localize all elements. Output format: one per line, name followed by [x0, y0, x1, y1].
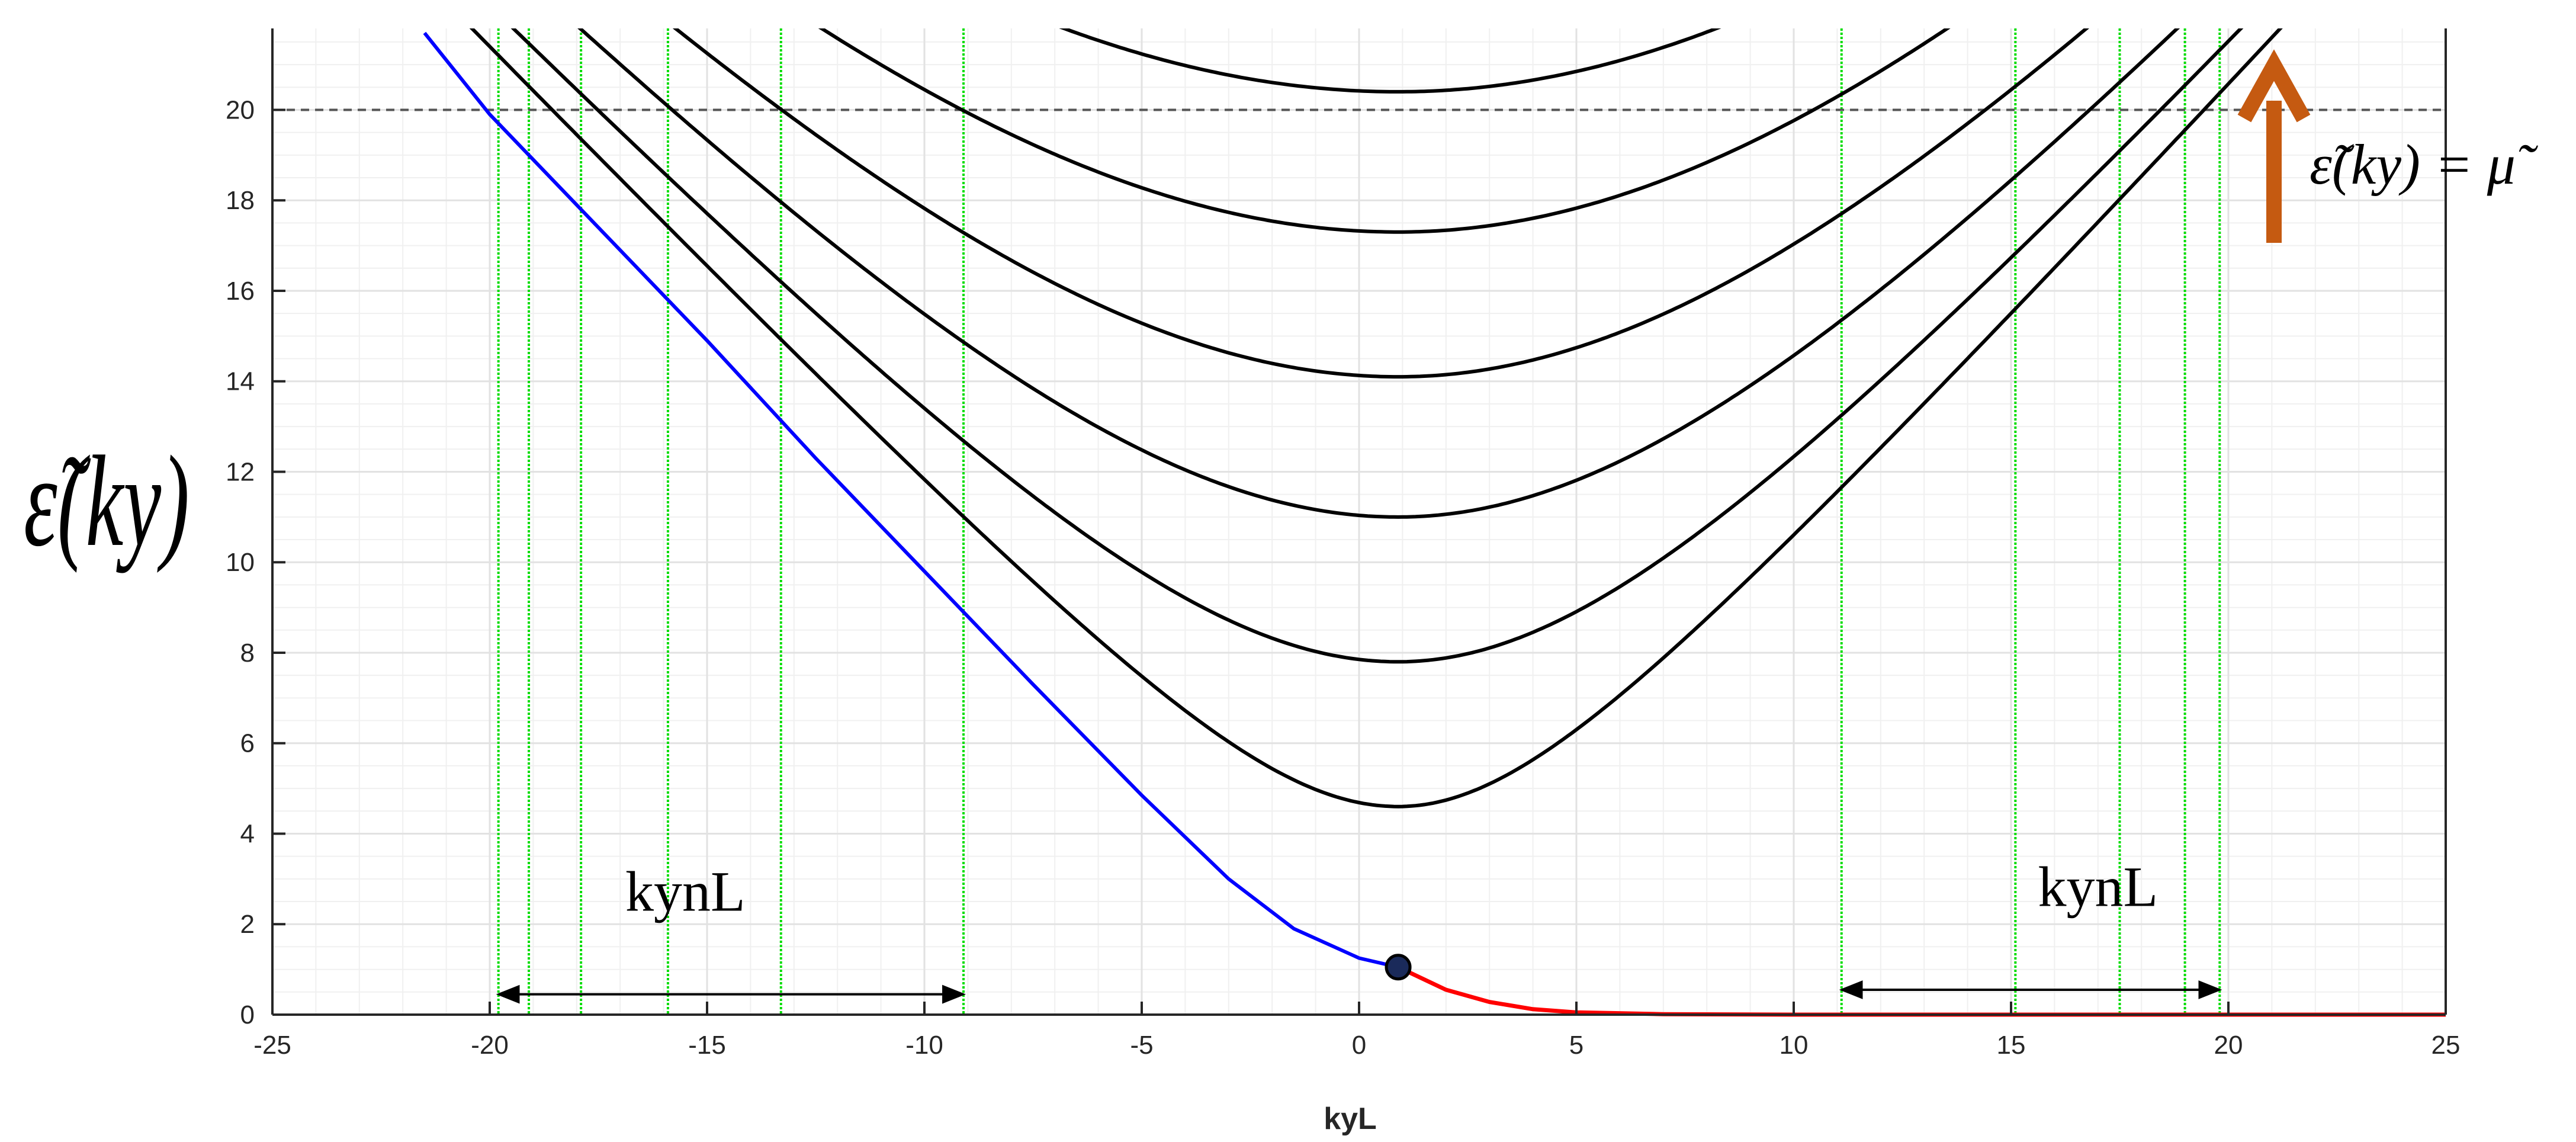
- y-tick-label: 6: [240, 729, 255, 758]
- tick-labels: -25 -20 -15 -10 -5 0 5 10 15 20 25 0 2 4 6 8 10 12 14 16 18 2…: [226, 95, 2460, 1060]
- band-curves: [423, 28, 2446, 1017]
- band-curve-5: [818, 28, 1951, 234]
- band-curve-3: [577, 28, 2180, 519]
- x-tick-label: -20: [471, 1031, 509, 1060]
- x-tick-label: 0: [1352, 1031, 1366, 1060]
- up-arrow-head-icon: [2237, 49, 2311, 123]
- x-tick-label: 20: [2214, 1031, 2243, 1060]
- x-tick-label: -15: [688, 1031, 726, 1060]
- x-axis-label: kyL: [1324, 1102, 1377, 1136]
- x-tick-label: -10: [905, 1031, 943, 1060]
- y-tick-label: 12: [226, 457, 255, 486]
- y-tick-label: 4: [240, 819, 255, 848]
- x-tick-label: 10: [1780, 1031, 1809, 1060]
- band-curve-4: [672, 28, 2089, 379]
- x-tick-label: -25: [253, 1031, 291, 1060]
- y-tick-label: 0: [240, 1000, 255, 1029]
- y-tick-label: 16: [226, 277, 255, 306]
- fermi-crossing-lines: [272, 28, 2446, 1015]
- y-tick-label: 10: [226, 548, 255, 577]
- kyn-label-1: kynL: [625, 859, 746, 923]
- axes-frame: [271, 28, 2447, 1016]
- x-tick-label: -5: [1130, 1031, 1153, 1060]
- annotations: kynL kynL ε̃(ky) = μ̃: [496, 49, 2538, 1004]
- y-tick-label: 14: [226, 367, 255, 396]
- chemical-potential-label: ε̃(ky) = μ̃: [2310, 133, 2538, 196]
- lowest-band-edge-branch: [423, 31, 1399, 969]
- band-touching-point-marker: [1385, 954, 1412, 981]
- y-tick-label: 20: [226, 95, 255, 124]
- x-tick-label: 15: [1997, 1031, 2026, 1060]
- major-grid: [271, 28, 2447, 1016]
- y-axis-label-text: ε̃(ky): [24, 429, 189, 573]
- band-curve-6: [1059, 28, 1721, 94]
- kyn-label-2: kynL: [2038, 855, 2158, 919]
- y-tick-label: 18: [226, 186, 255, 215]
- band-curve-1: [469, 28, 2283, 809]
- x-tick-label: 5: [1569, 1031, 1583, 1060]
- band-curve-2: [510, 28, 2244, 664]
- y-axis-label: ε̃(ky): [24, 429, 189, 573]
- y-tick-label: 2: [240, 910, 255, 939]
- x-tick-label: 25: [2432, 1031, 2461, 1060]
- y-tick-label: 8: [240, 639, 255, 668]
